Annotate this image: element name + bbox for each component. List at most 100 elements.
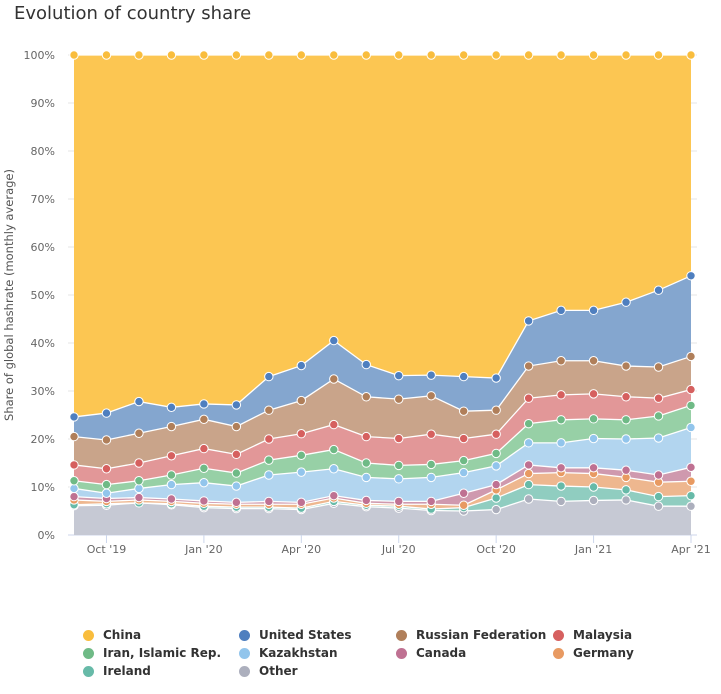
data-point (686, 351, 696, 362)
area-other (74, 499, 691, 535)
series-line (73, 498, 691, 512)
data-point (101, 408, 112, 418)
x-tick-label: Oct '20 (476, 543, 516, 556)
data-point (166, 421, 177, 432)
legend-item[interactable]: Malaysia (553, 628, 632, 642)
x-tick-label: Jan '20 (184, 543, 222, 556)
legend-marker-icon (83, 629, 94, 641)
legend-item[interactable]: Ireland (83, 664, 151, 678)
data-point (556, 50, 566, 60)
data-point (296, 497, 307, 508)
legend-item[interactable]: United States (239, 628, 352, 642)
x-tick-label: Jul '20 (381, 543, 416, 556)
data-point (523, 316, 534, 326)
data-point (101, 464, 112, 474)
data-point (361, 472, 371, 483)
data-point (394, 370, 404, 381)
data-point (329, 490, 339, 501)
legend-label: Iran, Islamic Rep. (103, 646, 222, 660)
data-point (621, 415, 631, 425)
series-line (73, 404, 692, 486)
area-ireland (74, 484, 691, 511)
x-tick-label: Apr '21 (671, 543, 711, 556)
legend-marker-icon (396, 647, 407, 659)
data-point (394, 460, 404, 471)
data-point (588, 305, 599, 316)
legend-item[interactable]: China (83, 628, 141, 642)
area-kazakhstan (74, 427, 691, 503)
data-point (329, 419, 339, 430)
x-tick-label: Jan '21 (574, 543, 612, 556)
legend-item[interactable]: Iran, Islamic Rep. (83, 646, 221, 660)
legend-label: China (103, 628, 142, 642)
y-tick-label: 90% (31, 97, 55, 110)
data-point (231, 421, 242, 432)
series-line (73, 464, 692, 504)
data-point (134, 458, 144, 468)
data-point (653, 433, 664, 443)
data-point (394, 496, 404, 507)
data-point (296, 450, 307, 461)
data-point (134, 483, 144, 494)
series-line (73, 483, 692, 510)
data-point (166, 494, 177, 504)
legend-item[interactable]: Germany (553, 646, 634, 660)
data-point (101, 435, 112, 445)
legend-label: Russian Federation (416, 628, 547, 642)
area-germany (74, 472, 691, 510)
data-point (588, 433, 599, 444)
data-point (686, 384, 696, 395)
y-axis-title: Share of global hashrate (monthly averag… (2, 169, 16, 421)
legend-label: Kazakhstan (259, 646, 338, 660)
data-point (458, 371, 469, 382)
data-point (264, 496, 274, 507)
data-point (653, 362, 664, 372)
data-point (653, 470, 664, 480)
data-point (491, 479, 501, 490)
data-point (101, 50, 112, 60)
data-point (556, 463, 566, 473)
data-point (264, 50, 274, 60)
area-russian-federation (74, 356, 691, 469)
data-point (329, 50, 339, 60)
data-point (426, 459, 436, 470)
data-point (394, 394, 404, 404)
data-point (329, 374, 339, 384)
data-point (523, 418, 534, 429)
legend-item[interactable]: Canada (396, 646, 466, 660)
series-line (73, 355, 692, 441)
legend-item[interactable]: Other (239, 664, 298, 678)
data-point (588, 482, 599, 492)
data-point (231, 468, 242, 478)
data-point (686, 400, 696, 411)
data-point (458, 50, 469, 60)
data-point (491, 50, 501, 60)
data-point (69, 431, 79, 442)
legend-item[interactable]: Kazakhstan (239, 646, 338, 660)
data-point (296, 360, 307, 371)
data-point (653, 501, 664, 511)
stacked-area-chart: 0% 10% 20% 30% 40% 50% 60% 70% 80% 90% 100% Share o… (2, 49, 711, 556)
data-point (134, 50, 144, 60)
data-point (426, 370, 436, 380)
data-point (491, 493, 501, 503)
legend-marker-icon (553, 629, 564, 641)
data-point (199, 477, 209, 488)
data-point (199, 463, 209, 473)
legend-marker-icon (553, 647, 564, 659)
data-point (621, 297, 631, 307)
data-point (653, 411, 664, 421)
data-point (361, 50, 371, 60)
legend-item[interactable]: Russian Federation (396, 628, 546, 642)
data-point (491, 448, 501, 459)
data-point (199, 496, 209, 506)
data-point (361, 359, 371, 370)
y-tick-label: 70% (31, 193, 55, 206)
data-point (491, 504, 501, 515)
chart-title: Evolution of country share (14, 3, 252, 24)
data-point (588, 495, 599, 506)
y-tick-label: 0% (38, 529, 55, 542)
data-point (426, 472, 436, 483)
data-point (69, 476, 79, 486)
data-point (296, 429, 307, 439)
